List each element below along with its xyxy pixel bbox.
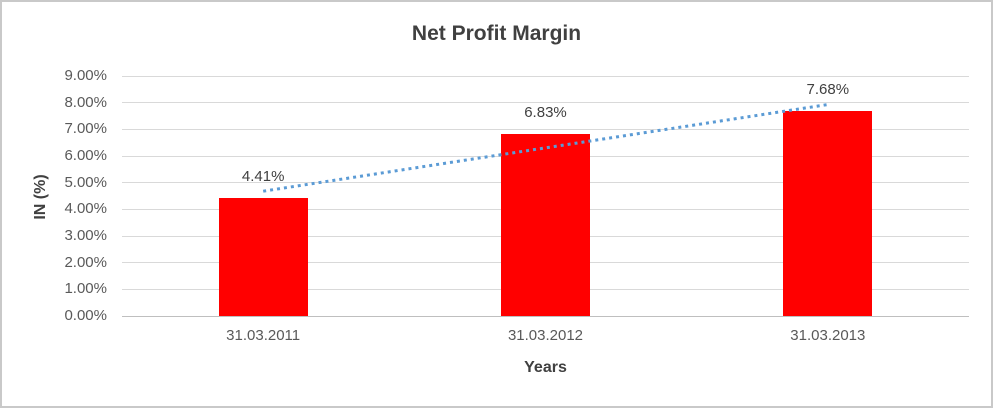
ytick-label: 9.00% <box>64 67 107 84</box>
ytick-label: 8.00% <box>64 93 107 111</box>
ytick-label: 6.00% <box>64 147 107 164</box>
gridline <box>122 128 969 130</box>
bar-value-label: 4.41% <box>241 168 285 186</box>
bar <box>783 111 873 316</box>
xtick-label: 31.03.2011 <box>226 327 301 344</box>
trendline <box>262 103 829 193</box>
ytick-label: 4.00% <box>64 200 107 218</box>
chart-title: Net Profit Margin <box>411 22 582 45</box>
bar <box>501 133 590 316</box>
ytick-label: 7.00% <box>64 120 107 138</box>
x-axis-title: Years <box>524 359 567 376</box>
x-axis-line <box>122 315 969 317</box>
ytick-label: 1.00% <box>64 280 107 298</box>
ytick-label: 2.00% <box>64 253 107 271</box>
ytick-label: 3.00% <box>64 227 107 244</box>
plot-area: 4.41% 6.83% 7.68% <box>122 75 969 317</box>
bar <box>218 198 308 316</box>
bar-value-label: 7.68% <box>806 81 850 99</box>
bar-value-label: 6.83% <box>524 103 567 121</box>
xtick-label: 31.03.2013 <box>790 327 866 344</box>
gridline <box>122 102 969 104</box>
xtick-label: 31.03.2012 <box>507 327 584 344</box>
ytick-label: 0.00% <box>64 307 107 324</box>
gridline <box>122 75 969 77</box>
ytick-label: 5.00% <box>64 173 107 191</box>
